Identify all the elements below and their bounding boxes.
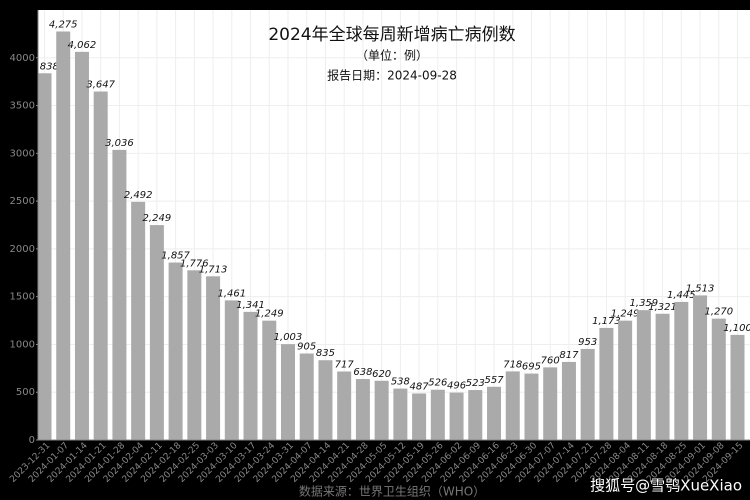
data-label: 1,513 [686, 283, 715, 294]
bar [430, 389, 445, 440]
data-label: 1,321 [648, 302, 677, 313]
bar [299, 353, 314, 440]
data-label: 1,341 [236, 300, 265, 311]
bar [374, 380, 389, 440]
y-tick-label: 4000 [10, 53, 35, 64]
bar [543, 367, 558, 440]
data-label: 817 [559, 350, 579, 361]
bar [636, 310, 651, 440]
y-tick-label: 3500 [10, 101, 35, 112]
data-label: 2,249 [143, 213, 172, 224]
data-label: 953 [578, 337, 597, 348]
y-tick-label: 1000 [10, 339, 35, 350]
report-date: 报告日期：2024-09-28 [327, 68, 457, 83]
data-label: 1,100 [723, 323, 750, 334]
bar [280, 344, 295, 440]
data-label: 835 [316, 348, 335, 359]
bar [112, 149, 127, 440]
data-label: 1,173 [592, 316, 621, 327]
data-label: 1,445 [667, 290, 696, 301]
bar [693, 295, 708, 440]
y-tick-label: 500 [16, 387, 35, 398]
bar [149, 225, 164, 440]
data-label: 538 [391, 377, 410, 388]
data-label: 1,461 [217, 288, 246, 299]
bar [168, 262, 183, 440]
bar [56, 31, 71, 440]
y-tick-label: 0 [29, 435, 35, 446]
bar [524, 373, 539, 440]
watermark: 搜狐号@雪鸮XueXiao [590, 477, 742, 495]
data-label: 638 [353, 367, 372, 378]
bar [655, 313, 670, 440]
bar [262, 320, 277, 440]
bar [674, 301, 689, 440]
bar [224, 300, 239, 440]
data-label: 1,249 [255, 309, 284, 320]
bar [618, 320, 633, 440]
bar [487, 386, 502, 440]
bar [337, 371, 352, 440]
bar [580, 348, 595, 440]
bar [38, 73, 52, 440]
bar [243, 311, 258, 440]
bar [355, 379, 370, 440]
data-label: 4,062 [68, 40, 97, 51]
bar [730, 334, 745, 440]
bar [561, 361, 576, 440]
bar [505, 371, 520, 440]
data-label: 717 [335, 359, 355, 370]
data-label: 718 [503, 359, 522, 370]
data-label: 695 [522, 362, 541, 373]
data-label: 496 [447, 381, 466, 392]
bar [318, 360, 333, 440]
bar [131, 201, 146, 440]
bar [599, 327, 614, 440]
bar [74, 51, 89, 440]
data-label: 620 [372, 369, 391, 380]
data-label: 1,713 [199, 264, 228, 275]
y-tick-label: 2500 [10, 196, 35, 207]
bar [187, 270, 202, 440]
data-label: 1,359 [630, 298, 659, 309]
bar [93, 91, 108, 440]
data-label: 2,492 [124, 190, 153, 201]
bar [393, 388, 408, 440]
chart-subtitle: （单位：例） [356, 48, 428, 63]
bar [206, 276, 221, 440]
data-label: 487 [410, 381, 430, 392]
y-tick-label: 2000 [10, 244, 35, 255]
data-label: 3,036 [105, 138, 134, 149]
y-tick-label: 1500 [10, 292, 35, 303]
data-label: 523 [466, 378, 485, 389]
bar [711, 318, 726, 440]
data-label: 905 [297, 342, 316, 353]
data-label: 526 [428, 378, 447, 389]
data-label: 1,270 [704, 307, 733, 318]
data-label: 3,647 [86, 80, 115, 91]
bar [412, 393, 427, 440]
data-label: 1,003 [274, 332, 303, 343]
data-label: 1,776 [180, 258, 209, 269]
data-label: 557 [484, 375, 504, 386]
bar [468, 390, 483, 440]
y-tick-label: 3000 [10, 148, 35, 159]
data-label: 3,838 [30, 61, 59, 72]
bar [449, 392, 464, 440]
data-label: 1,249 [611, 309, 640, 320]
data-label: 760 [541, 355, 560, 366]
chart-title: 2024年全球每周新增病亡病例数 [268, 25, 515, 45]
data-label: 1,857 [161, 251, 190, 262]
source-note: 数据来源：世界卫生组织（WHO） [299, 484, 485, 499]
data-label: 4,275 [49, 20, 78, 31]
